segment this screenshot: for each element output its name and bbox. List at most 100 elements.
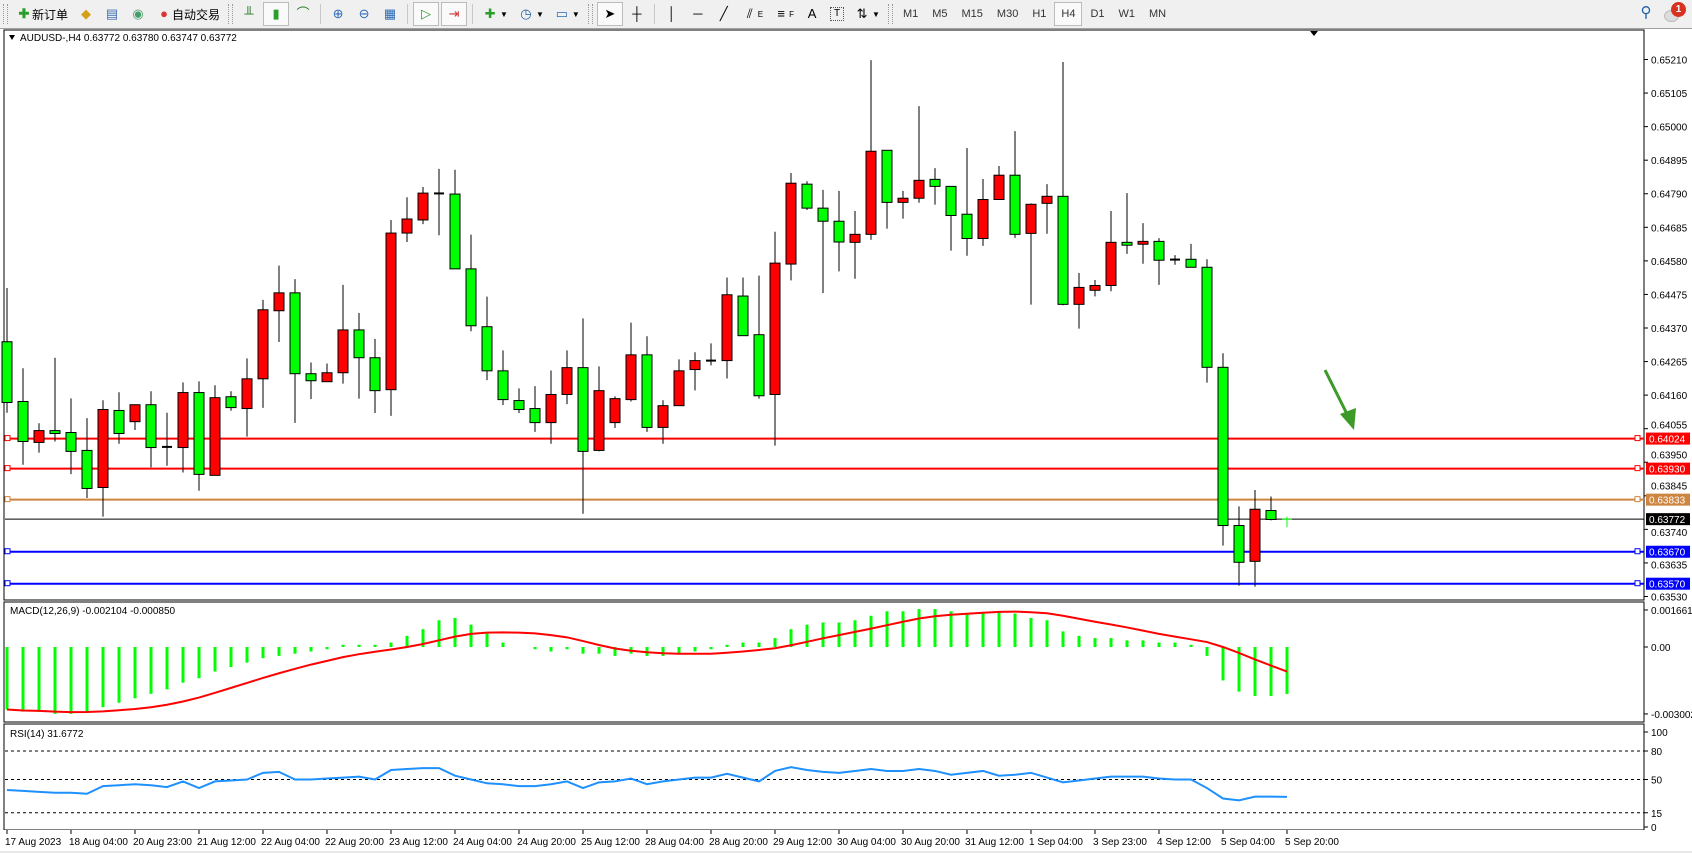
timeframe-h1[interactable]: H1 <box>1032 8 1047 20</box>
auto-trading-button[interactable]: ● 自动交易 <box>152 2 224 26</box>
vertical-line-button[interactable]: │ <box>660 2 684 26</box>
timeframe-m15[interactable]: M15 <box>961 8 983 20</box>
candle[interactable] <box>529 386 541 432</box>
level-anchor-handle[interactable] <box>4 548 11 555</box>
candle[interactable] <box>1073 273 1085 329</box>
zoom-in-button[interactable]: ⊕ <box>326 2 350 26</box>
candle[interactable] <box>273 265 285 343</box>
text-label-button[interactable]: T <box>826 2 848 26</box>
candle[interactable] <box>977 179 989 246</box>
candle[interactable] <box>1025 203 1037 305</box>
periods-button[interactable]: ◷ ▼ <box>514 2 548 26</box>
market-watch-button[interactable]: ◆ <box>74 2 98 26</box>
candle[interactable] <box>1233 506 1245 586</box>
candle[interactable] <box>929 168 941 205</box>
candle[interactable] <box>961 148 973 256</box>
candle[interactable] <box>769 231 781 446</box>
candle[interactable] <box>162 412 172 466</box>
candle[interactable] <box>449 169 461 270</box>
candle[interactable] <box>1057 62 1069 306</box>
toolbar-grip[interactable] <box>587 4 593 24</box>
new-order-button[interactable]: ✚ 新订单 <box>12 2 72 26</box>
level-anchor-handle[interactable] <box>1634 435 1641 442</box>
candle[interactable] <box>1265 496 1277 521</box>
candle[interactable] <box>321 363 333 383</box>
crosshair-button[interactable]: ┼ <box>625 2 649 26</box>
timeframe-d1[interactable]: D1 <box>1090 8 1105 20</box>
level-anchor-handle[interactable] <box>4 465 11 472</box>
symbol-menu-triangle-icon[interactable] <box>9 35 15 40</box>
candle[interactable] <box>993 165 1005 201</box>
candle[interactable] <box>193 381 205 491</box>
candle[interactable] <box>817 189 829 294</box>
line-chart-button[interactable]: ⌒ <box>291 2 315 26</box>
candle[interactable] <box>369 338 381 414</box>
candle[interactable] <box>305 362 317 399</box>
candle[interactable] <box>1089 280 1101 297</box>
arrow-shaft[interactable] <box>1323 369 1352 421</box>
candle[interactable] <box>1201 259 1213 383</box>
toolbar-grip[interactable] <box>887 4 893 24</box>
candle[interactable] <box>513 388 525 414</box>
indicators-button[interactable]: ✚ ▼ <box>478 2 512 26</box>
candle[interactable] <box>33 423 45 453</box>
level-anchor-handle[interactable] <box>1634 465 1641 472</box>
candle[interactable] <box>385 219 397 416</box>
tile-windows-button[interactable]: ▦ <box>378 2 402 26</box>
candle[interactable] <box>1137 223 1149 264</box>
chart-shift-button[interactable]: ⇥ <box>441 2 468 26</box>
candle[interactable] <box>434 168 444 236</box>
templates-button[interactable]: ▭ ▼ <box>550 2 584 26</box>
candle[interactable] <box>785 172 797 281</box>
candle[interactable] <box>913 106 925 203</box>
candle[interactable] <box>1009 131 1021 238</box>
candle[interactable] <box>129 404 141 430</box>
level-anchor-handle[interactable] <box>4 496 11 503</box>
timeframe-m5[interactable]: M5 <box>932 8 948 20</box>
candle[interactable] <box>257 299 269 408</box>
level-anchor-handle[interactable] <box>1634 548 1641 555</box>
candle[interactable] <box>849 211 861 279</box>
candle[interactable] <box>1105 211 1117 292</box>
candle[interactable] <box>145 391 157 468</box>
candle[interactable] <box>753 275 765 399</box>
candle[interactable] <box>1170 255 1180 265</box>
level-anchor-handle[interactable] <box>1634 496 1641 503</box>
candle[interactable] <box>706 343 716 366</box>
candle[interactable] <box>113 392 125 444</box>
candle[interactable] <box>1121 193 1133 254</box>
candle[interactable] <box>1282 516 1292 528</box>
candle[interactable] <box>689 352 701 391</box>
level-anchor-handle[interactable] <box>1634 580 1641 587</box>
timeframe-mn[interactable]: MN <box>1149 8 1167 20</box>
timeframe-m1[interactable]: M1 <box>902 8 919 20</box>
timeframe-h4[interactable]: H4 <box>1054 2 1083 26</box>
bar-chart-button[interactable]: ╨ <box>237 2 261 26</box>
toolbar-grip[interactable] <box>3 4 8 24</box>
candle[interactable] <box>289 279 301 423</box>
timeframe-w1[interactable]: W1 <box>1118 8 1136 20</box>
toolbar-grip[interactable] <box>228 4 234 24</box>
candlestick-button[interactable]: ▮ <box>263 2 290 26</box>
trendline-button[interactable]: ╱ <box>712 2 736 26</box>
candle[interactable] <box>17 368 29 465</box>
candle[interactable] <box>737 277 749 337</box>
candle[interactable] <box>833 190 845 272</box>
candle[interactable] <box>337 284 349 384</box>
candle[interactable] <box>97 400 109 517</box>
fibonacci-button[interactable]: ≡ F <box>769 2 798 26</box>
zoom-out-button[interactable]: ⊖ <box>352 2 376 26</box>
candle[interactable] <box>945 185 957 251</box>
candle[interactable] <box>1153 238 1165 285</box>
arrow-drawing[interactable] <box>1323 369 1356 430</box>
candle[interactable] <box>401 197 413 243</box>
candle[interactable] <box>1041 184 1053 234</box>
candle[interactable] <box>897 190 909 219</box>
candle[interactable] <box>609 396 621 429</box>
notifications-button[interactable]: 1 <box>1664 2 1686 24</box>
text-button[interactable]: A <box>800 2 824 26</box>
candle[interactable] <box>1 288 13 413</box>
candle[interactable] <box>673 359 685 407</box>
candle[interactable] <box>1217 353 1229 546</box>
